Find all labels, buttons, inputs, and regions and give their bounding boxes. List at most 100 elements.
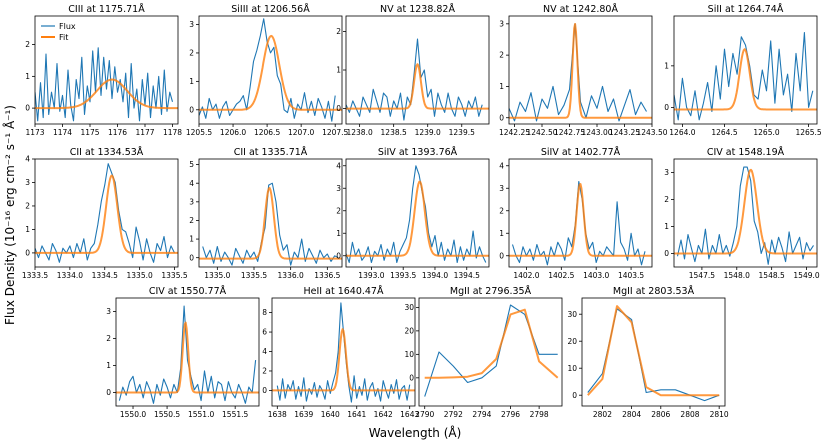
- x-tick-label: 1403.5: [618, 271, 644, 280]
- y-tick-label: 2: [499, 51, 504, 60]
- x-tick-label: 2792: [444, 410, 463, 419]
- x-tick-label: 1548.0: [724, 271, 750, 280]
- y-tick-label: 0: [409, 373, 414, 382]
- x-tick-label: 1335.0: [204, 271, 230, 280]
- x-tick-label: 1242.50: [526, 128, 557, 137]
- x-tick-label: 1335.5: [241, 271, 267, 280]
- y-tick-label: 1: [336, 229, 341, 238]
- x-tick-label: 1207.0: [288, 128, 314, 137]
- flux-series-line: [199, 18, 336, 122]
- plot-frame: [345, 158, 490, 268]
- x-tick-label: 1243.25: [609, 128, 640, 137]
- panel-title: CIII at 1175.71Å: [68, 3, 145, 15]
- flux-series-line: [424, 304, 558, 397]
- x-tick-label: 2810: [710, 410, 729, 419]
- x-tick-label: 1175: [80, 128, 99, 137]
- y-tick-label: 3: [25, 178, 30, 187]
- plot-frame: [508, 15, 653, 125]
- y-tick-label: 0: [25, 249, 30, 258]
- y-tick-label: 0: [572, 391, 577, 400]
- x-tick-label: 1334.0: [57, 271, 83, 280]
- y-tick-label: 3: [189, 20, 194, 29]
- flux-series-line: [35, 163, 175, 263]
- panel-title: CIV at 1548.19Å: [707, 146, 785, 158]
- y-tick-label: 1: [499, 82, 504, 91]
- plot-frame: [673, 15, 818, 125]
- plot-frame: [673, 158, 818, 268]
- panel-4: 1242.251242.501242.751243.001243.251243.…: [499, 3, 668, 137]
- x-tick-label: 2806: [651, 410, 670, 419]
- plot-frame: [34, 15, 179, 125]
- x-tick-label: 1549.0: [793, 271, 819, 280]
- y-tick-label: 1: [25, 72, 30, 81]
- x-tick-label: 1550.0: [120, 410, 146, 419]
- y-tick-label: 6: [262, 328, 267, 337]
- panel-10: 1547.5 1548.0 1548.5 1549.0 0 1 2 3 CIV at 1548.…: [664, 146, 820, 280]
- y-tick-label: 0: [499, 113, 504, 122]
- fit-series-line: [509, 183, 652, 257]
- y-tick-label: 2: [189, 216, 194, 225]
- panel-1: 1173 1174 1175 1176 1177 1178 0 1 2 CIII at 1175.…: [25, 3, 182, 137]
- y-tick-label: 2: [25, 202, 30, 211]
- y-tick-label: 2: [499, 206, 504, 215]
- y-tick-label: 3: [499, 184, 504, 193]
- flux-series-line: [674, 32, 814, 121]
- x-tick-label: 2802: [593, 410, 612, 419]
- y-tick-label: 4: [262, 347, 267, 356]
- panel-3: 1238.0 1238.5 1239.0 1239.5 0 1 2 NV at 1238.82…: [336, 3, 490, 137]
- y-tick-label: 3: [106, 307, 111, 316]
- y-tick-label: 20: [404, 326, 414, 335]
- legend-label: Fit: [59, 33, 68, 42]
- y-tick-label: 1: [664, 222, 669, 231]
- y-tick-label: 2: [106, 334, 111, 343]
- x-tick-label: 1402.0: [513, 271, 539, 280]
- plot-frame: [581, 297, 726, 407]
- x-tick-label: 1238.5: [381, 128, 407, 137]
- flux-series-line: [676, 166, 814, 265]
- fit-series-line: [424, 308, 559, 379]
- x-tick-label: 1403.0: [583, 271, 609, 280]
- y-tick-label: 1: [336, 66, 341, 75]
- x-tick-label: 1333.5: [22, 271, 48, 280]
- plot-frame: [198, 15, 343, 125]
- y-tick-label: 4: [189, 179, 194, 188]
- x-tick-label: 1640: [321, 410, 340, 419]
- panel-title: CII at 1335.71Å: [234, 146, 308, 158]
- plot-frame: [271, 297, 416, 407]
- x-tick-label: 1265.5: [795, 128, 821, 137]
- plot-frame: [115, 297, 260, 407]
- y-tick-label: 0: [262, 386, 267, 395]
- x-tick-label: 1206.0: [220, 128, 246, 137]
- x-tick-label: 1178: [163, 128, 182, 137]
- panel-title: MgII at 2803.53Å: [613, 285, 695, 297]
- y-tick-label: 1: [664, 61, 669, 70]
- legend: Flux Fit: [41, 22, 76, 42]
- y-tick-label: 0: [499, 251, 504, 260]
- y-tick-label: 1: [25, 225, 30, 234]
- panel-title: HeII at 1640.47Å: [304, 285, 384, 297]
- fit-series-line: [674, 48, 817, 111]
- y-tick-label: 8: [262, 308, 267, 317]
- panel-grid: 1173 1174 1175 1176 1177 1178 0 1 2 CIII at 1175.…: [22, 3, 822, 419]
- y-tick-label: 4: [499, 161, 504, 170]
- x-tick-label: 1336.5: [314, 271, 340, 280]
- plot-frame: [418, 297, 563, 407]
- x-tick-label: 1334.5: [92, 271, 118, 280]
- x-tick-label: 1206.5: [254, 128, 280, 137]
- y-tick-label: 4: [336, 161, 341, 170]
- panel-13: 2790 2792 2794 2796 2798 0 10 20 30 MgII at 2796.…: [404, 285, 563, 419]
- x-tick-label: 1242.25: [499, 128, 530, 137]
- panel-title: CIV at 1550.77Å: [149, 285, 227, 297]
- panel-9: 1402.0 1402.5 1403.0 1403.5 0 1 2 3 4 SiIV at 140…: [499, 146, 653, 280]
- panel-title: SiII at 1264.74Å: [708, 3, 784, 15]
- y-tick-label: 10: [404, 350, 414, 359]
- x-tick-label: 1173: [25, 128, 44, 137]
- x-tick-label: 1243.50: [636, 128, 667, 137]
- plot-frame: [34, 158, 179, 268]
- y-tick-label: 0: [25, 104, 30, 113]
- panel-5: 1264.0 1264.5 1265.0 1265.5 0 1 SiII at 1264.7…: [664, 3, 822, 137]
- y-tick-label: 30: [567, 310, 577, 319]
- x-tick-label: 1264.5: [711, 128, 737, 137]
- panel-title: NV at 1238.82Å: [380, 3, 455, 15]
- plot-frame: [198, 158, 343, 268]
